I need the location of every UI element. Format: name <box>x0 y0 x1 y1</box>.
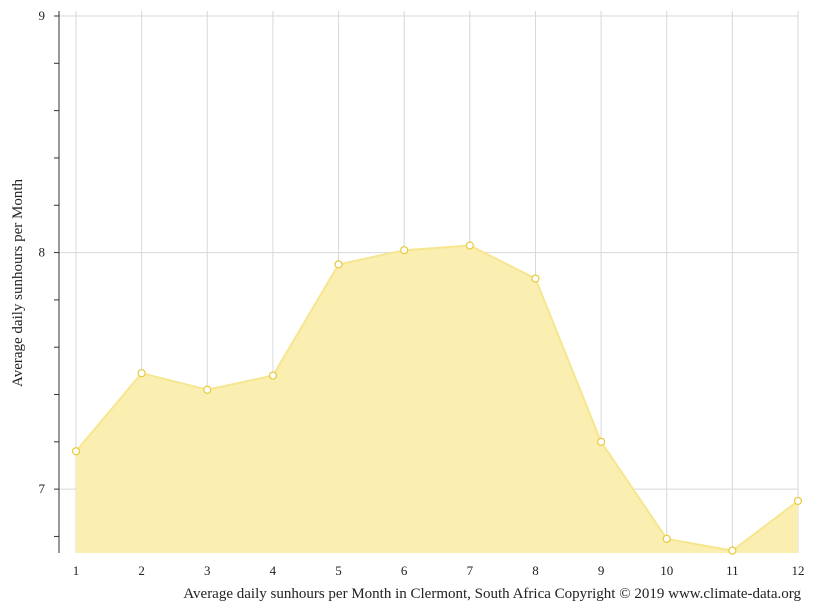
data-point-month-4[interactable] <box>268 371 278 380</box>
data-point-month-2[interactable] <box>137 369 146 378</box>
x-tick-label-1: 1 <box>73 563 80 578</box>
x-tick-label-2: 2 <box>138 563 145 578</box>
x-tick-label-5: 5 <box>335 563 342 578</box>
x-tick-label-11: 11 <box>726 563 739 578</box>
data-point-month-3[interactable] <box>203 385 212 394</box>
y-tick-label-8: 8 <box>39 245 46 260</box>
data-point-month-8[interactable] <box>531 274 540 283</box>
data-point-month-10[interactable] <box>662 534 671 543</box>
y-tick-label-7: 7 <box>39 481 46 496</box>
series-area <box>75 244 799 553</box>
x-tick-label-3: 3 <box>204 563 211 578</box>
x-tick-label-9: 9 <box>598 563 605 578</box>
axes <box>54 11 60 553</box>
data-points <box>71 241 803 555</box>
x-tick-label-6: 6 <box>401 563 408 578</box>
series-line <box>75 244 799 552</box>
data-point-month-12[interactable] <box>793 496 803 506</box>
x-tick-label-12: 12 <box>792 563 805 578</box>
data-point-month-6[interactable] <box>400 246 409 255</box>
data-point-month-5[interactable] <box>334 260 343 269</box>
y-axis-title: Average daily sunhours per Month <box>10 179 26 388</box>
x-tick-label-7: 7 <box>467 563 474 578</box>
x-tick-label-8: 8 <box>532 563 539 578</box>
x-tick-label-10: 10 <box>660 563 673 578</box>
x-tick-label-4: 4 <box>270 563 277 578</box>
data-point-month-7[interactable] <box>465 241 474 250</box>
data-point-month-9[interactable] <box>596 437 606 446</box>
data-point-month-11[interactable] <box>728 546 737 555</box>
data-point-month-1[interactable] <box>71 447 81 456</box>
area-fill <box>76 245 798 553</box>
y-tick-label-9: 9 <box>39 8 46 23</box>
x-axis-title: Average daily sunhours per Month in Cler… <box>183 586 801 602</box>
